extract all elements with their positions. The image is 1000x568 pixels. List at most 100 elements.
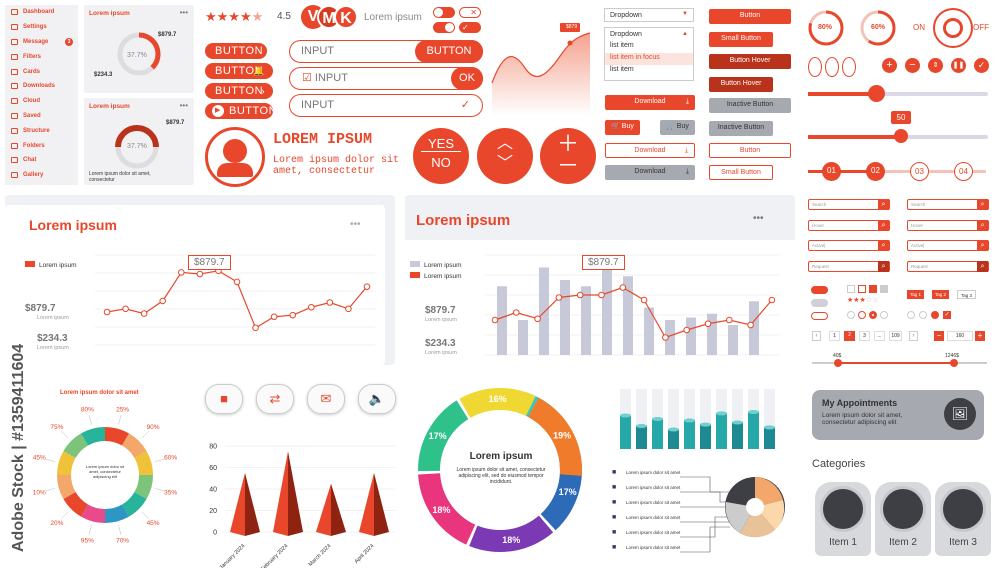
no-label[interactable]: NO — [431, 155, 451, 170]
pagination-page[interactable]: 3 — [859, 331, 870, 341]
check-icon[interactable]: ✓ — [974, 58, 989, 73]
buy-button[interactable]: 🛒 Buy — [605, 120, 640, 135]
star-rating[interactable]: ★★★★★ — [205, 9, 264, 24]
search-icon[interactable]: ⌕ — [878, 199, 889, 210]
category-card[interactable]: Item 1 — [815, 482, 871, 556]
search-input[interactable]: Active| ⌕ — [808, 240, 890, 251]
sidebar-item[interactable]: Downloads — [5, 79, 78, 94]
up-down-control[interactable]: ︿ ﹀ — [477, 128, 533, 184]
radio-row-2[interactable]: ✓ — [907, 311, 967, 320]
more-icon[interactable]: ••• — [179, 8, 188, 17]
more-icon[interactable]: ••• — [179, 101, 188, 110]
dropdown-open[interactable]: Dropdown ▲ list item list item in focus li… — [604, 27, 694, 81]
radio-row[interactable] — [847, 311, 888, 320]
sound-button[interactable]: 🔈 — [358, 384, 396, 414]
dropdown-option[interactable]: list item — [610, 66, 634, 73]
pause-icon[interactable]: ❚❚ — [951, 58, 966, 73]
dropdown-option[interactable]: list item in focus — [605, 53, 693, 65]
range-handle-min[interactable] — [834, 359, 842, 367]
plus-icon[interactable]: ＋ — [556, 131, 579, 156]
input-with-button[interactable]: INPUT BUTTON — [289, 40, 483, 63]
search-input[interactable]: Search ⌕ — [907, 199, 989, 210]
stepper-value[interactable]: 160 — [947, 331, 973, 341]
category-card[interactable]: Item 2 — [875, 482, 931, 556]
small-button-outline[interactable]: Small Button — [709, 165, 773, 180]
sidebar-item[interactable]: Saved — [5, 109, 78, 124]
button-default[interactable]: Button — [709, 9, 791, 24]
mini-star-rating[interactable]: ★★★☆☆ — [847, 297, 879, 304]
sidebar-item[interactable]: Folders — [5, 138, 78, 153]
profile-avatar[interactable] — [205, 127, 265, 187]
sidebar-item[interactable]: Cards — [5, 64, 78, 79]
search-input[interactable]: Hover ⌕ — [907, 219, 989, 231]
button-hover[interactable]: Button Hover — [709, 54, 791, 69]
sidebar-item[interactable]: Message 3 — [5, 35, 78, 50]
download-button-outline[interactable]: Download ⤓ — [605, 143, 695, 158]
button-arrow[interactable]: BUTTON › — [205, 83, 273, 99]
tag-chip[interactable]: Tag 1 — [907, 290, 925, 299]
search-icon[interactable]: ⌕ — [878, 240, 889, 251]
toggle-switch[interactable] — [811, 286, 828, 294]
toggle-switch[interactable] — [811, 299, 828, 307]
sidebar-item[interactable]: Chat — [5, 153, 78, 168]
button-bell[interactable]: BUTTON 🔔 — [205, 63, 273, 79]
toggle-switch[interactable] — [811, 312, 828, 320]
pagination-next[interactable]: › — [909, 331, 918, 341]
stepper-minus[interactable]: − — [934, 331, 944, 341]
minus-icon[interactable]: － — [556, 153, 579, 178]
step-4[interactable]: 04 — [954, 162, 973, 181]
button[interactable]: BUTTON — [205, 43, 267, 59]
search-icon[interactable]: ⌕ — [878, 219, 889, 231]
pagination-page[interactable]: ... — [874, 331, 885, 341]
tag-chip[interactable]: Tag 3 — [957, 290, 977, 299]
sidebar-item[interactable]: Structure — [5, 123, 78, 138]
minus-icon[interactable]: − — [905, 58, 920, 73]
toggle-switch-check[interactable]: ✓ — [459, 22, 481, 33]
plus-icon[interactable]: + — [882, 58, 897, 73]
tag-chip[interactable]: Tag 2 — [932, 290, 950, 299]
toggle-switch[interactable] — [433, 22, 455, 33]
slider-handle[interactable] — [894, 129, 908, 143]
toggle-switch-x[interactable]: ✕ — [459, 7, 481, 18]
input-button[interactable]: BUTTON — [415, 40, 483, 63]
avatar[interactable]: K — [334, 5, 358, 29]
search-icon[interactable]: ⌕ — [977, 199, 988, 210]
power-knob[interactable] — [933, 8, 973, 48]
chevron-up-icon[interactable]: ︿ — [496, 135, 513, 152]
appointments-card[interactable]: My Appointments Lorem ipsum dolor sit am… — [812, 390, 984, 440]
search-icon[interactable]: ⌕ — [878, 260, 889, 272]
dropdown-option[interactable]: list item — [610, 42, 634, 49]
sidebar-item[interactable]: Filters — [5, 49, 78, 64]
more-icon[interactable]: ••• — [350, 219, 361, 230]
pagination-page[interactable]: 109 — [889, 331, 902, 341]
search-icon[interactable]: ⌕ — [977, 240, 988, 251]
search-input[interactable]: Search ⌕ — [808, 199, 890, 210]
button-play[interactable]: ▶ BUTTON — [205, 103, 277, 119]
sidebar-item[interactable]: Gallery — [5, 168, 78, 183]
checkbox-row[interactable] — [847, 285, 888, 294]
oval-options[interactable] — [808, 57, 868, 77]
small-button-hover[interactable]: Button Hover — [709, 77, 773, 92]
mail-button[interactable]: ✉ — [307, 384, 345, 414]
search-icon[interactable]: ⌕ — [977, 260, 988, 272]
search-input[interactable]: Active| ⌕ — [907, 240, 989, 251]
video-button[interactable]: ■ — [205, 384, 243, 414]
plus-minus-control[interactable]: ＋－ — [540, 128, 596, 184]
button-outline[interactable]: Button — [709, 143, 791, 158]
range-handle-max[interactable] — [950, 359, 958, 367]
slider-track[interactable] — [808, 85, 988, 102]
range-slider[interactable] — [812, 359, 987, 367]
slider-handle[interactable] — [868, 85, 885, 102]
toggle-switch[interactable] — [433, 7, 455, 18]
search-icon[interactable]: ⌕ — [977, 219, 988, 231]
category-card[interactable]: Item 3 — [935, 482, 991, 556]
more-icon[interactable]: ••• — [753, 213, 764, 224]
yes-label[interactable]: YES — [421, 136, 461, 152]
sidebar-item[interactable]: Dashboard — [5, 5, 78, 20]
slider-track-2[interactable] — [808, 129, 988, 143]
pagination-prev[interactable]: ‹ — [812, 331, 821, 341]
sidebar-item[interactable]: Settings — [5, 20, 78, 35]
step-2[interactable]: 02 — [866, 162, 885, 181]
pagination-page[interactable]: 2 — [844, 331, 855, 341]
chevron-down-icon[interactable]: ﹀ — [496, 155, 513, 172]
